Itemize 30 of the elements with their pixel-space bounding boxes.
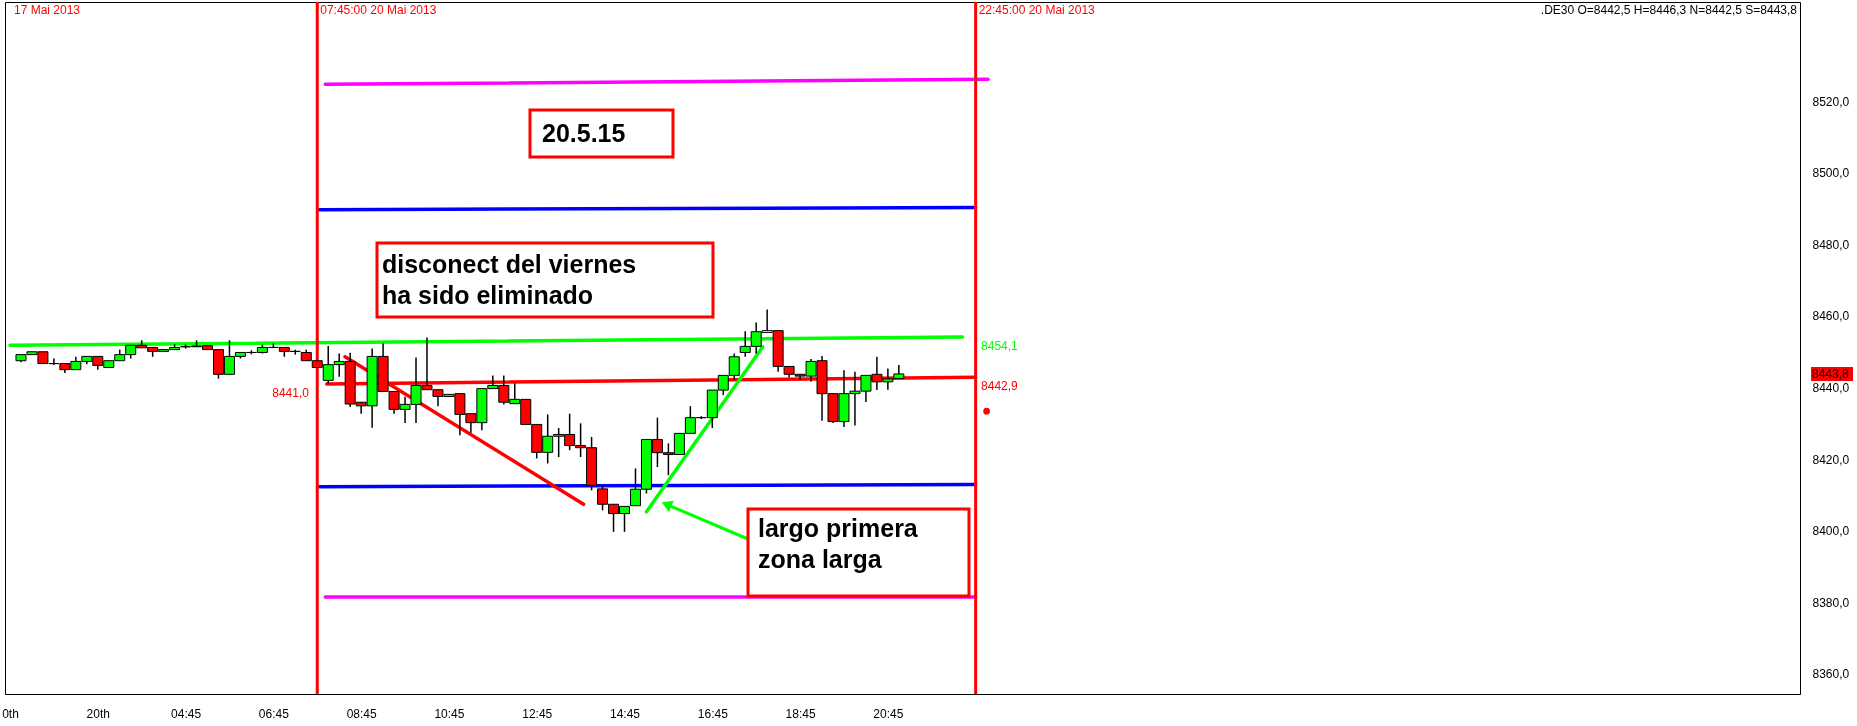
x-tick-label: 12:45: [522, 706, 553, 721]
annotation: .DE30 O=8442,5 H=8446,3 N=8442,5 S=8443,8: [1540, 3, 1798, 17]
y-tick-label: 8460,0: [1812, 309, 1850, 324]
y-tick-label: 8520,0: [1812, 94, 1850, 109]
x-tick-label: 0th: [2, 706, 19, 721]
y-tick-label: 8480,0: [1812, 237, 1850, 252]
annotation: 20.5.15: [542, 118, 626, 147]
y-tick-label: 8500,0: [1812, 166, 1850, 181]
annotation: largo primera zona larga: [758, 513, 919, 573]
data-label: 8454,1: [981, 339, 1019, 354]
x-tick-label: 08:45: [346, 706, 377, 721]
x-tick-label: 18:45: [785, 706, 816, 721]
x-tick-label: 06:45: [258, 706, 290, 721]
x-tick-label: 20th: [86, 706, 110, 721]
data-label: 8441,0: [272, 385, 310, 400]
y-tick-label: 8420,0: [1812, 452, 1850, 467]
x-tick-label: 04:45: [171, 706, 202, 721]
ref-line-label: 22:45:00 20 Mai 2013: [978, 3, 1096, 17]
y-tick-label: 8360,0: [1812, 667, 1850, 682]
y-tick-label: 8400,0: [1812, 524, 1850, 539]
y-tick-label: 8380,0: [1812, 595, 1850, 610]
x-tick-label: 10:45: [434, 706, 465, 721]
data-label: 8442,9: [981, 379, 1019, 394]
x-tick-label: 20:45: [873, 706, 904, 721]
x-tick-label: 14:45: [609, 706, 641, 721]
y-tick-label: 8440,0: [1812, 381, 1850, 396]
annotation: disconect del viernes ha sido eliminado: [382, 249, 637, 309]
ref-line-label: 07:45:00 20 Mai 2013: [320, 3, 437, 17]
annotation: 17 Mai 2013: [14, 3, 81, 17]
x-tick-label: 16:45: [697, 706, 729, 721]
